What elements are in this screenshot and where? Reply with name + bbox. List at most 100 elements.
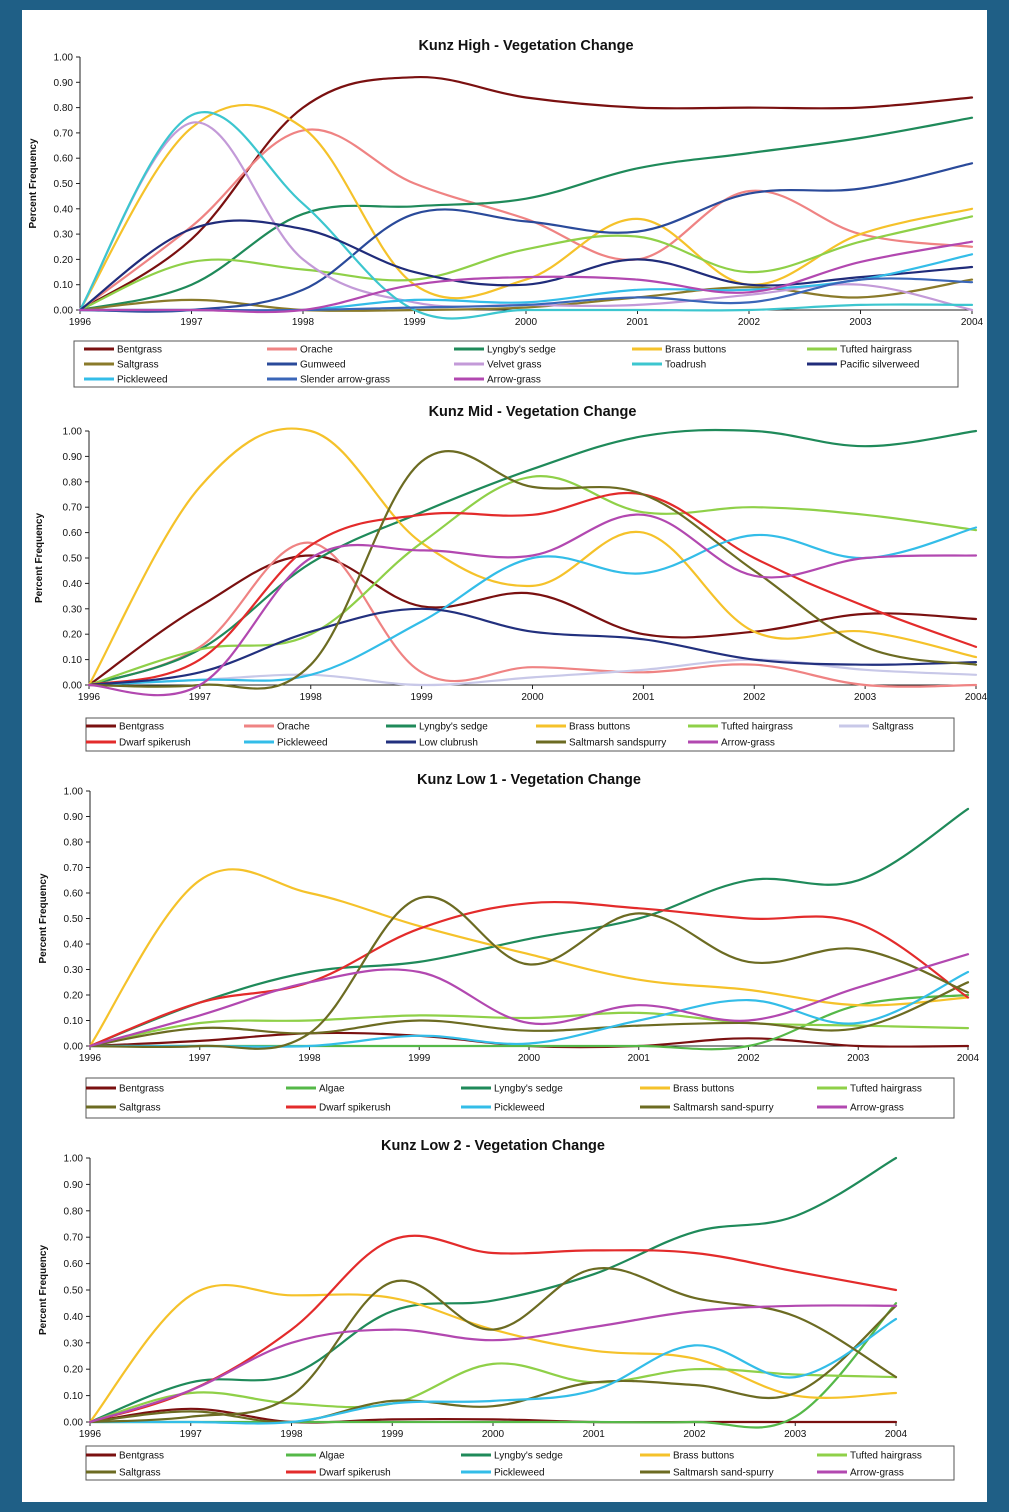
legend-label: Bentgrass	[119, 722, 164, 733]
legend-item-bentgrass: Bentgrass	[86, 1451, 164, 1462]
x-tick-label: 1996	[78, 692, 101, 703]
x-tick-label: 1996	[79, 1429, 102, 1440]
y-tick-label: 0.30	[63, 604, 83, 615]
legend-label: Orache	[277, 722, 310, 733]
x-tick-label: 2001	[628, 1053, 651, 1064]
series-line-orache	[87, 541, 978, 688]
y-tick-label: 0.20	[54, 255, 74, 266]
legend-item-velvet-grass: Velvet grass	[454, 360, 541, 371]
y-tick-label: 0.90	[64, 812, 84, 823]
y-tick-label: 0.10	[54, 280, 74, 291]
x-tick-label: 1997	[180, 317, 203, 328]
x-tick-label: 1999	[411, 692, 434, 703]
y-tick-label: 0.70	[63, 503, 83, 514]
legend-item-gumweed: Gumweed	[267, 360, 346, 371]
legend-item-saltmarsh-sandspurry: Saltmarsh sandspurry	[536, 738, 666, 749]
legend-label: Toadrush	[665, 360, 706, 371]
chart-4: Kunz Low 2 - Vegetation Change Percent Fr…	[38, 1138, 955, 1481]
series-line-brass-buttons	[87, 427, 978, 687]
legend-item-saltgrass: Saltgrass	[86, 1468, 161, 1479]
x-tick-label: 1998	[300, 692, 323, 703]
legend-box	[85, 1077, 955, 1119]
legend-label: Low clubrush	[419, 738, 478, 749]
y-tick-label: 1.00	[64, 787, 84, 798]
legend-item-arrow-grass: Arrow-grass	[688, 738, 775, 749]
legend-label: Algae	[319, 1451, 345, 1462]
legend-label: Pacific silverweed	[840, 360, 919, 371]
x-tick-label: 2003	[847, 1053, 870, 1064]
legend-item-arrow-grass: Arrow-grass	[817, 1468, 904, 1479]
legend-item-dwarf-spikerush: Dwarf spikerush	[286, 1103, 391, 1114]
legend-label: Orache	[300, 345, 333, 356]
y-tick-label: 0.20	[63, 630, 83, 641]
legend-label: Velvet grass	[487, 360, 541, 371]
chart-1: Kunz High - Vegetation Change Percent Fre…	[28, 38, 984, 388]
legend-item-tufted-hairgrass: Tufted hairgrass	[807, 345, 912, 356]
series-line-tufted-hairgrass	[88, 1011, 970, 1048]
series-line-bentgrass	[78, 76, 974, 312]
y-tick-label: 0.20	[64, 1365, 84, 1376]
y-tick-label: 0.70	[64, 1233, 84, 1244]
series-line-arrow-grass	[88, 953, 970, 1048]
legend-label: Brass buttons	[665, 345, 726, 356]
y-tick-label: 0.80	[64, 1206, 84, 1217]
legend-item-orache: Orache	[267, 345, 333, 356]
y-tick-label: 0.30	[54, 230, 74, 241]
legend-label: Tufted hairgrass	[850, 1084, 922, 1095]
legend-item-saltmarsh-sand-spurry: Saltmarsh sand-spurry	[640, 1103, 774, 1114]
legend-label: Arrow-grass	[850, 1468, 904, 1479]
legend-label: Brass buttons	[569, 722, 630, 733]
x-tick-label: 2004	[957, 1053, 980, 1064]
series-line-arrow-grass	[88, 1304, 898, 1424]
series-line-gumweed	[78, 162, 974, 313]
legend-label: Pickleweed	[494, 1468, 545, 1479]
x-tick-label: 1998	[280, 1429, 303, 1440]
series-line-lyngby-s-sedge	[88, 1156, 898, 1424]
series-line-orache	[78, 128, 974, 312]
legend-label: Tufted hairgrass	[721, 722, 793, 733]
y-tick-label: 0.50	[54, 179, 74, 190]
legend-item-bentgrass: Bentgrass	[86, 722, 164, 733]
y-tick-label: 0.50	[64, 914, 84, 925]
y-tick-label: 0.60	[64, 1259, 84, 1270]
legend-item-saltgrass: Saltgrass	[86, 1103, 161, 1114]
y-tick-label: 0.30	[64, 965, 84, 976]
legend-item-saltgrass: Saltgrass	[84, 360, 159, 371]
legend-item-toadrush: Toadrush	[632, 360, 706, 371]
legend: Bentgrass Orache Lyngby's sedge Brass butto…	[85, 717, 955, 752]
series-line-saltmarsh-sandspurry	[87, 449, 978, 690]
y-tick-label: 0.60	[63, 528, 83, 539]
legend-label: Bentgrass	[119, 1084, 164, 1095]
chart-2: Kunz Mid - Vegetation Change Percent Freq…	[34, 404, 987, 752]
series-line-brass-buttons	[88, 868, 970, 1048]
legend: Bentgrass Algae Lyngby's sedge Brass button…	[85, 1077, 955, 1119]
legend-label: Bentgrass	[119, 1451, 164, 1462]
legend-item-dwarf-spikerush: Dwarf spikerush	[86, 738, 191, 749]
y-axis-label: Percent Frequency	[38, 873, 49, 963]
y-tick-label: 1.00	[54, 53, 74, 64]
series-line-tufted-hairgrass	[87, 475, 978, 687]
y-tick-label: 0.00	[63, 681, 83, 692]
chart-title: Kunz Low 2 - Vegetation Change	[381, 1138, 605, 1154]
y-tick-label: 0.40	[54, 204, 74, 215]
legend-label: Saltmarsh sand-spurry	[673, 1103, 774, 1114]
legend-item-brass-buttons: Brass buttons	[640, 1084, 734, 1095]
y-tick-label: 0.50	[63, 554, 83, 565]
legend-label: Brass buttons	[673, 1451, 734, 1462]
legend-item-dwarf-spikerush: Dwarf spikerush	[286, 1468, 391, 1479]
y-tick-label: 0.80	[54, 103, 74, 114]
legend-item-brass-buttons: Brass buttons	[632, 345, 726, 356]
legend-label: Tufted hairgrass	[840, 345, 912, 356]
y-tick-label: 0.70	[64, 863, 84, 874]
legend-label: Tufted hairgrass	[850, 1451, 922, 1462]
x-tick-label: 2004	[885, 1429, 908, 1440]
series-line-bentgrass	[88, 1407, 898, 1424]
y-tick-label: 0.40	[64, 940, 84, 951]
x-tick-label: 2002	[683, 1429, 706, 1440]
x-tick-label: 2000	[515, 317, 538, 328]
series-line-toadrush	[78, 111, 974, 320]
y-tick-label: 0.40	[63, 579, 83, 590]
x-tick-label: 2001	[632, 692, 655, 703]
legend-item-lyngby-s-sedge: Lyngby's sedge	[461, 1451, 563, 1462]
legend-label: Saltgrass	[119, 1103, 161, 1114]
